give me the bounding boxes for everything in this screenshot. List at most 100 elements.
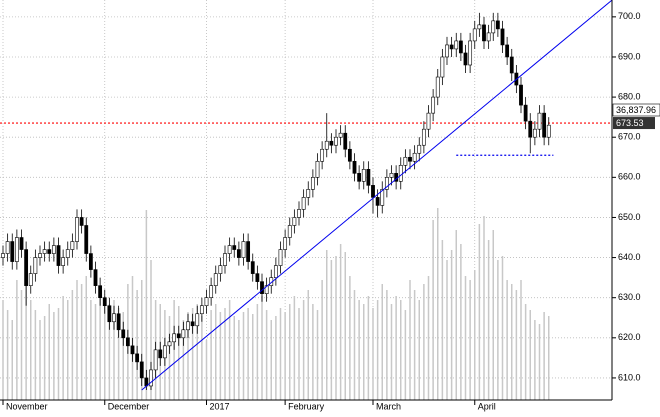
volume-bar: [196, 304, 198, 400]
volume-bar: [330, 260, 333, 400]
volume-bar: [524, 304, 527, 400]
candle-body: [102, 297, 107, 307]
candle-body: [19, 237, 24, 250]
volume-bar: [427, 276, 430, 400]
candle-body: [1, 253, 5, 258]
volume-bar: [400, 300, 402, 400]
candle-body: [218, 265, 223, 274]
volume-bar: [372, 308, 374, 400]
candle-body: [93, 269, 98, 286]
volume-bar: [548, 316, 550, 400]
volume-bar: [501, 256, 504, 400]
volume-bar: [43, 316, 46, 400]
volume-bar: [376, 300, 379, 400]
candle-body: [204, 297, 209, 307]
y-tick-label: 620.0: [618, 332, 641, 342]
candle-body: [70, 241, 75, 250]
candle-body: [491, 20, 496, 34]
candle-body: [84, 225, 89, 254]
candle-body: [528, 120, 533, 138]
candle-body: [56, 245, 61, 266]
volume-bar: [210, 310, 212, 400]
candle-body: [38, 253, 42, 258]
volume-bar: [122, 312, 124, 400]
volume-bar: [409, 280, 411, 400]
candle-body: [519, 84, 523, 106]
candle-body: [223, 253, 227, 266]
candle-body: [472, 28, 477, 42]
candle-body: [125, 337, 130, 347]
candle-body: [162, 345, 167, 359]
candle-body: [112, 313, 116, 323]
candle-body: [158, 349, 163, 359]
candle-body: [14, 237, 19, 262]
candle-body: [79, 217, 84, 226]
y-tick-label: 640.0: [618, 252, 641, 262]
candle-body: [232, 245, 237, 250]
volume-bar: [492, 230, 494, 400]
candle-body: [153, 349, 158, 371]
volume-bar: [279, 308, 282, 400]
volume-bar: [99, 290, 101, 400]
volume-bar: [71, 290, 74, 400]
volume-bar: [469, 280, 471, 400]
volume-bar: [20, 290, 23, 400]
volume-bar: [487, 240, 490, 400]
candle-body: [28, 273, 33, 286]
volume-bar: [205, 340, 208, 400]
candle-body: [324, 140, 329, 150]
volume-bar: [67, 300, 69, 400]
candle-body: [75, 217, 79, 242]
y-tick-label: 680.0: [618, 91, 641, 101]
candle-body: [361, 169, 366, 182]
volume-bar: [39, 320, 41, 400]
volume-bar: [48, 304, 50, 400]
volume-bar: [265, 310, 268, 400]
candle-body: [260, 281, 264, 294]
candle-body: [227, 245, 232, 254]
candle-body: [347, 148, 352, 162]
candle-body: [435, 76, 440, 98]
last-price-label: 673.53: [616, 118, 644, 128]
volume-bar: [460, 244, 462, 400]
volume-bar: [53, 312, 55, 400]
volume-bar: [339, 244, 342, 400]
candle-body: [24, 249, 29, 286]
candle-body: [366, 169, 371, 186]
candle-body: [310, 177, 315, 190]
volume-bar: [367, 296, 370, 400]
candle-body: [458, 40, 463, 54]
candle-body: [384, 177, 389, 190]
candle-body: [283, 237, 288, 250]
volume-bar: [386, 290, 388, 400]
volume-bar: [2, 300, 4, 400]
volume-bar: [506, 280, 508, 400]
candle-body: [264, 285, 269, 294]
candle-body: [343, 132, 348, 150]
volume-bar: [168, 316, 171, 400]
candle-body: [468, 40, 473, 66]
candle-body: [47, 249, 52, 254]
volume-bar: [150, 260, 152, 400]
candle-body: [371, 185, 375, 198]
candle-body: [440, 56, 445, 78]
y-tick-label: 670.0: [618, 132, 641, 142]
volume-bar: [6, 310, 9, 400]
volume-bar: [228, 300, 231, 400]
volume-bar: [187, 312, 189, 400]
volume-bar: [30, 300, 32, 400]
candle-body: [505, 44, 510, 58]
candle-body: [500, 28, 505, 46]
candle-body: [51, 245, 56, 254]
volume-bar: [108, 304, 111, 400]
candle-body: [380, 189, 385, 206]
candle-body: [495, 20, 500, 30]
index-label-box: [612, 103, 660, 117]
index-label-text: 36,837.96: [616, 105, 656, 115]
candle-body: [278, 249, 283, 266]
candle-body: [33, 257, 38, 274]
volume-bar: [85, 276, 87, 400]
y-tick-label: 660.0: [618, 172, 641, 182]
volume-bar: [450, 250, 453, 400]
